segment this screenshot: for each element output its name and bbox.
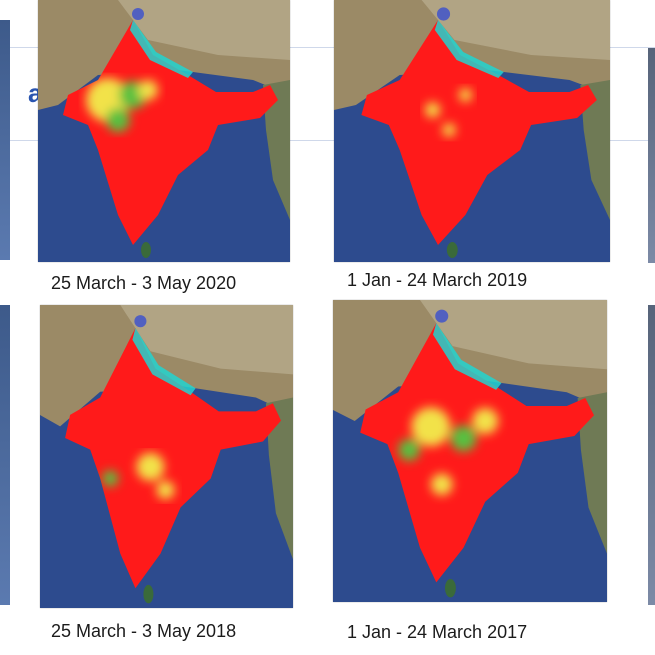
caption-2019: 1 Jan - 24 March 2019 <box>347 270 528 290</box>
heat-blob <box>138 80 158 100</box>
map-panel-2018 <box>40 305 293 608</box>
sri-lanka <box>141 242 151 258</box>
heat-blob <box>102 470 119 487</box>
east-land <box>265 397 293 560</box>
right-edge-image-fragment <box>648 305 655 605</box>
sri-lanka <box>143 584 154 604</box>
caption-2020: 25 March - 3 May 2020 <box>51 273 237 293</box>
heat-blob <box>430 473 453 496</box>
slide-divider-line <box>0 47 655 48</box>
slide-divider-line <box>0 140 655 141</box>
high-altitude-spot <box>435 309 449 323</box>
india-heat-region <box>360 323 594 583</box>
map-panel-2019 <box>334 0 610 262</box>
india-heat-region <box>361 20 597 245</box>
pollution-heatmap-2017 <box>333 300 607 602</box>
himalaya-terrain <box>120 305 293 375</box>
map-panel-2017 <box>333 300 607 602</box>
sri-lanka <box>446 242 458 258</box>
high-altitude-spot <box>134 315 147 328</box>
heat-blob <box>106 108 130 132</box>
pollution-heatmap-2018 <box>40 305 293 608</box>
heat-blob <box>411 407 451 447</box>
map-panel-2020 <box>38 0 290 262</box>
heat-blob <box>442 123 456 137</box>
himalaya-cold-band <box>130 20 193 78</box>
pollution-heatmap-2019 <box>334 0 610 262</box>
pollution-heatmap-2020 <box>38 0 290 262</box>
himalaya-terrain <box>118 0 290 60</box>
east-land <box>263 80 290 220</box>
himalaya-cold-band <box>433 323 502 390</box>
heat-blob <box>136 452 165 481</box>
himalaya-cold-band <box>132 328 196 396</box>
left-edge-image-fragment <box>0 305 10 605</box>
heat-blob <box>398 438 420 461</box>
caption-2018: 25 March - 3 May 2018 <box>51 621 237 641</box>
himalaya-terrain <box>421 0 610 60</box>
left-edge-image-fragment <box>0 20 10 260</box>
heat-blob <box>458 88 472 102</box>
east-land <box>577 392 607 554</box>
right-edge-image-fragment <box>648 48 655 263</box>
heat-blob <box>156 481 175 500</box>
himalaya-terrain <box>420 300 607 370</box>
india-heat-region <box>63 20 278 245</box>
heat-blob <box>424 102 441 118</box>
heat-blob <box>450 425 477 452</box>
high-altitude-spot <box>132 8 144 20</box>
east-land <box>580 80 610 220</box>
himalaya-cold-band <box>434 20 504 78</box>
caption-2017: 1 Jan - 24 March 2017 <box>347 622 528 642</box>
heat-blob <box>472 407 499 435</box>
sri-lanka <box>444 578 456 598</box>
india-heat-region <box>65 328 281 589</box>
high-altitude-spot <box>436 7 451 21</box>
